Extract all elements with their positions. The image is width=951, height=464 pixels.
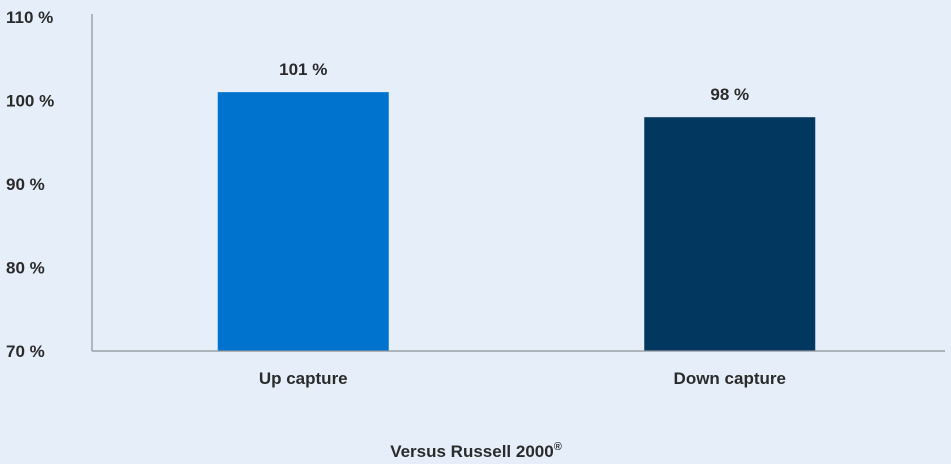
y-tick-label: 70 % xyxy=(6,342,45,361)
bar-down-capture xyxy=(644,117,816,351)
caption-superscript: ® xyxy=(554,441,562,453)
bar-up-capture xyxy=(217,92,389,352)
category-label: Down capture xyxy=(674,369,786,388)
category-label: Up capture xyxy=(259,369,348,388)
data-label: 98 % xyxy=(710,85,749,104)
y-tick-label: 110 % xyxy=(6,8,53,27)
y-tick-label: 80 % xyxy=(6,259,45,278)
bars xyxy=(217,92,816,352)
y-tick-label: 100 % xyxy=(6,92,54,111)
chart-caption: Versus Russell 2000® xyxy=(390,441,562,461)
category-labels: Up capture Down capture xyxy=(259,369,786,388)
y-axis-ticks: 70 % 80 % 90 % 100 % 110 % xyxy=(6,8,54,361)
data-label: 101 % xyxy=(279,60,327,79)
data-labels: 101 % 98 % xyxy=(279,60,749,104)
y-tick-label: 90 % xyxy=(6,175,45,194)
caption-text: Versus Russell 2000 xyxy=(390,442,554,461)
